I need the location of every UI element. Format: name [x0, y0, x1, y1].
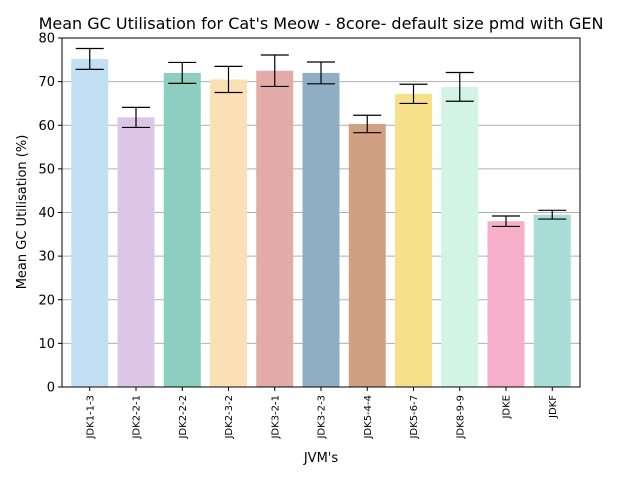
- error-bars: [75, 47, 567, 228]
- y-tick-label: 30: [38, 250, 55, 265]
- y-tick-label: 70: [38, 75, 55, 90]
- x-tick-label: JDK2-2-2: [178, 395, 189, 440]
- bar: [163, 72, 201, 388]
- bars: [71, 58, 571, 388]
- x-tick-label: JDK5-4-4: [363, 395, 374, 440]
- x-tick-label: JDK2-2-1: [132, 395, 143, 440]
- x-tick-label: JDKE: [502, 395, 513, 420]
- x-tick-label: JDK1-1-3: [85, 395, 96, 440]
- bar: [533, 214, 571, 387]
- x-tick-label: JDKF: [548, 395, 559, 419]
- y-tick-label: 50: [38, 162, 55, 177]
- y-tick-label: 80: [38, 32, 55, 47]
- bar: [210, 79, 247, 387]
- y-tick-label: 0: [47, 381, 55, 396]
- x-tick-label: JDK5-6-7: [409, 395, 420, 440]
- x-axis-ticks: JDK1-1-3 JDK2-2-1 JDK2-2-2 JDK2-3-2 JDK3-2-1…: [85, 387, 559, 440]
- x-tick-label: JDK2-3-2: [224, 395, 235, 440]
- chart-title: Mean GC Utilisation for Cat's Meow - 8co…: [39, 14, 604, 33]
- bar: [117, 117, 155, 388]
- bar: [256, 70, 294, 387]
- x-tick-label: JDK3-2-1: [270, 395, 281, 440]
- y-tick-label: 20: [38, 293, 55, 308]
- bar: [348, 123, 386, 387]
- y-axis-ticks: 0 10 20 30 40 50 60 70 80: [38, 32, 62, 396]
- bar: [395, 93, 432, 387]
- x-tick-label: JDK8-9-9: [455, 395, 466, 440]
- y-axis-label: Mean GC Utilisation (%): [15, 135, 30, 290]
- bar: [487, 221, 525, 387]
- y-tick-label: 40: [38, 206, 55, 221]
- bar: [71, 58, 109, 387]
- bar: [302, 72, 340, 388]
- x-axis-label: JVM's: [303, 451, 339, 466]
- y-tick-label: 10: [38, 337, 55, 352]
- bar: [441, 86, 479, 388]
- x-tick-label: JDK3-2-3: [317, 395, 328, 440]
- y-tick-label: 60: [38, 119, 55, 134]
